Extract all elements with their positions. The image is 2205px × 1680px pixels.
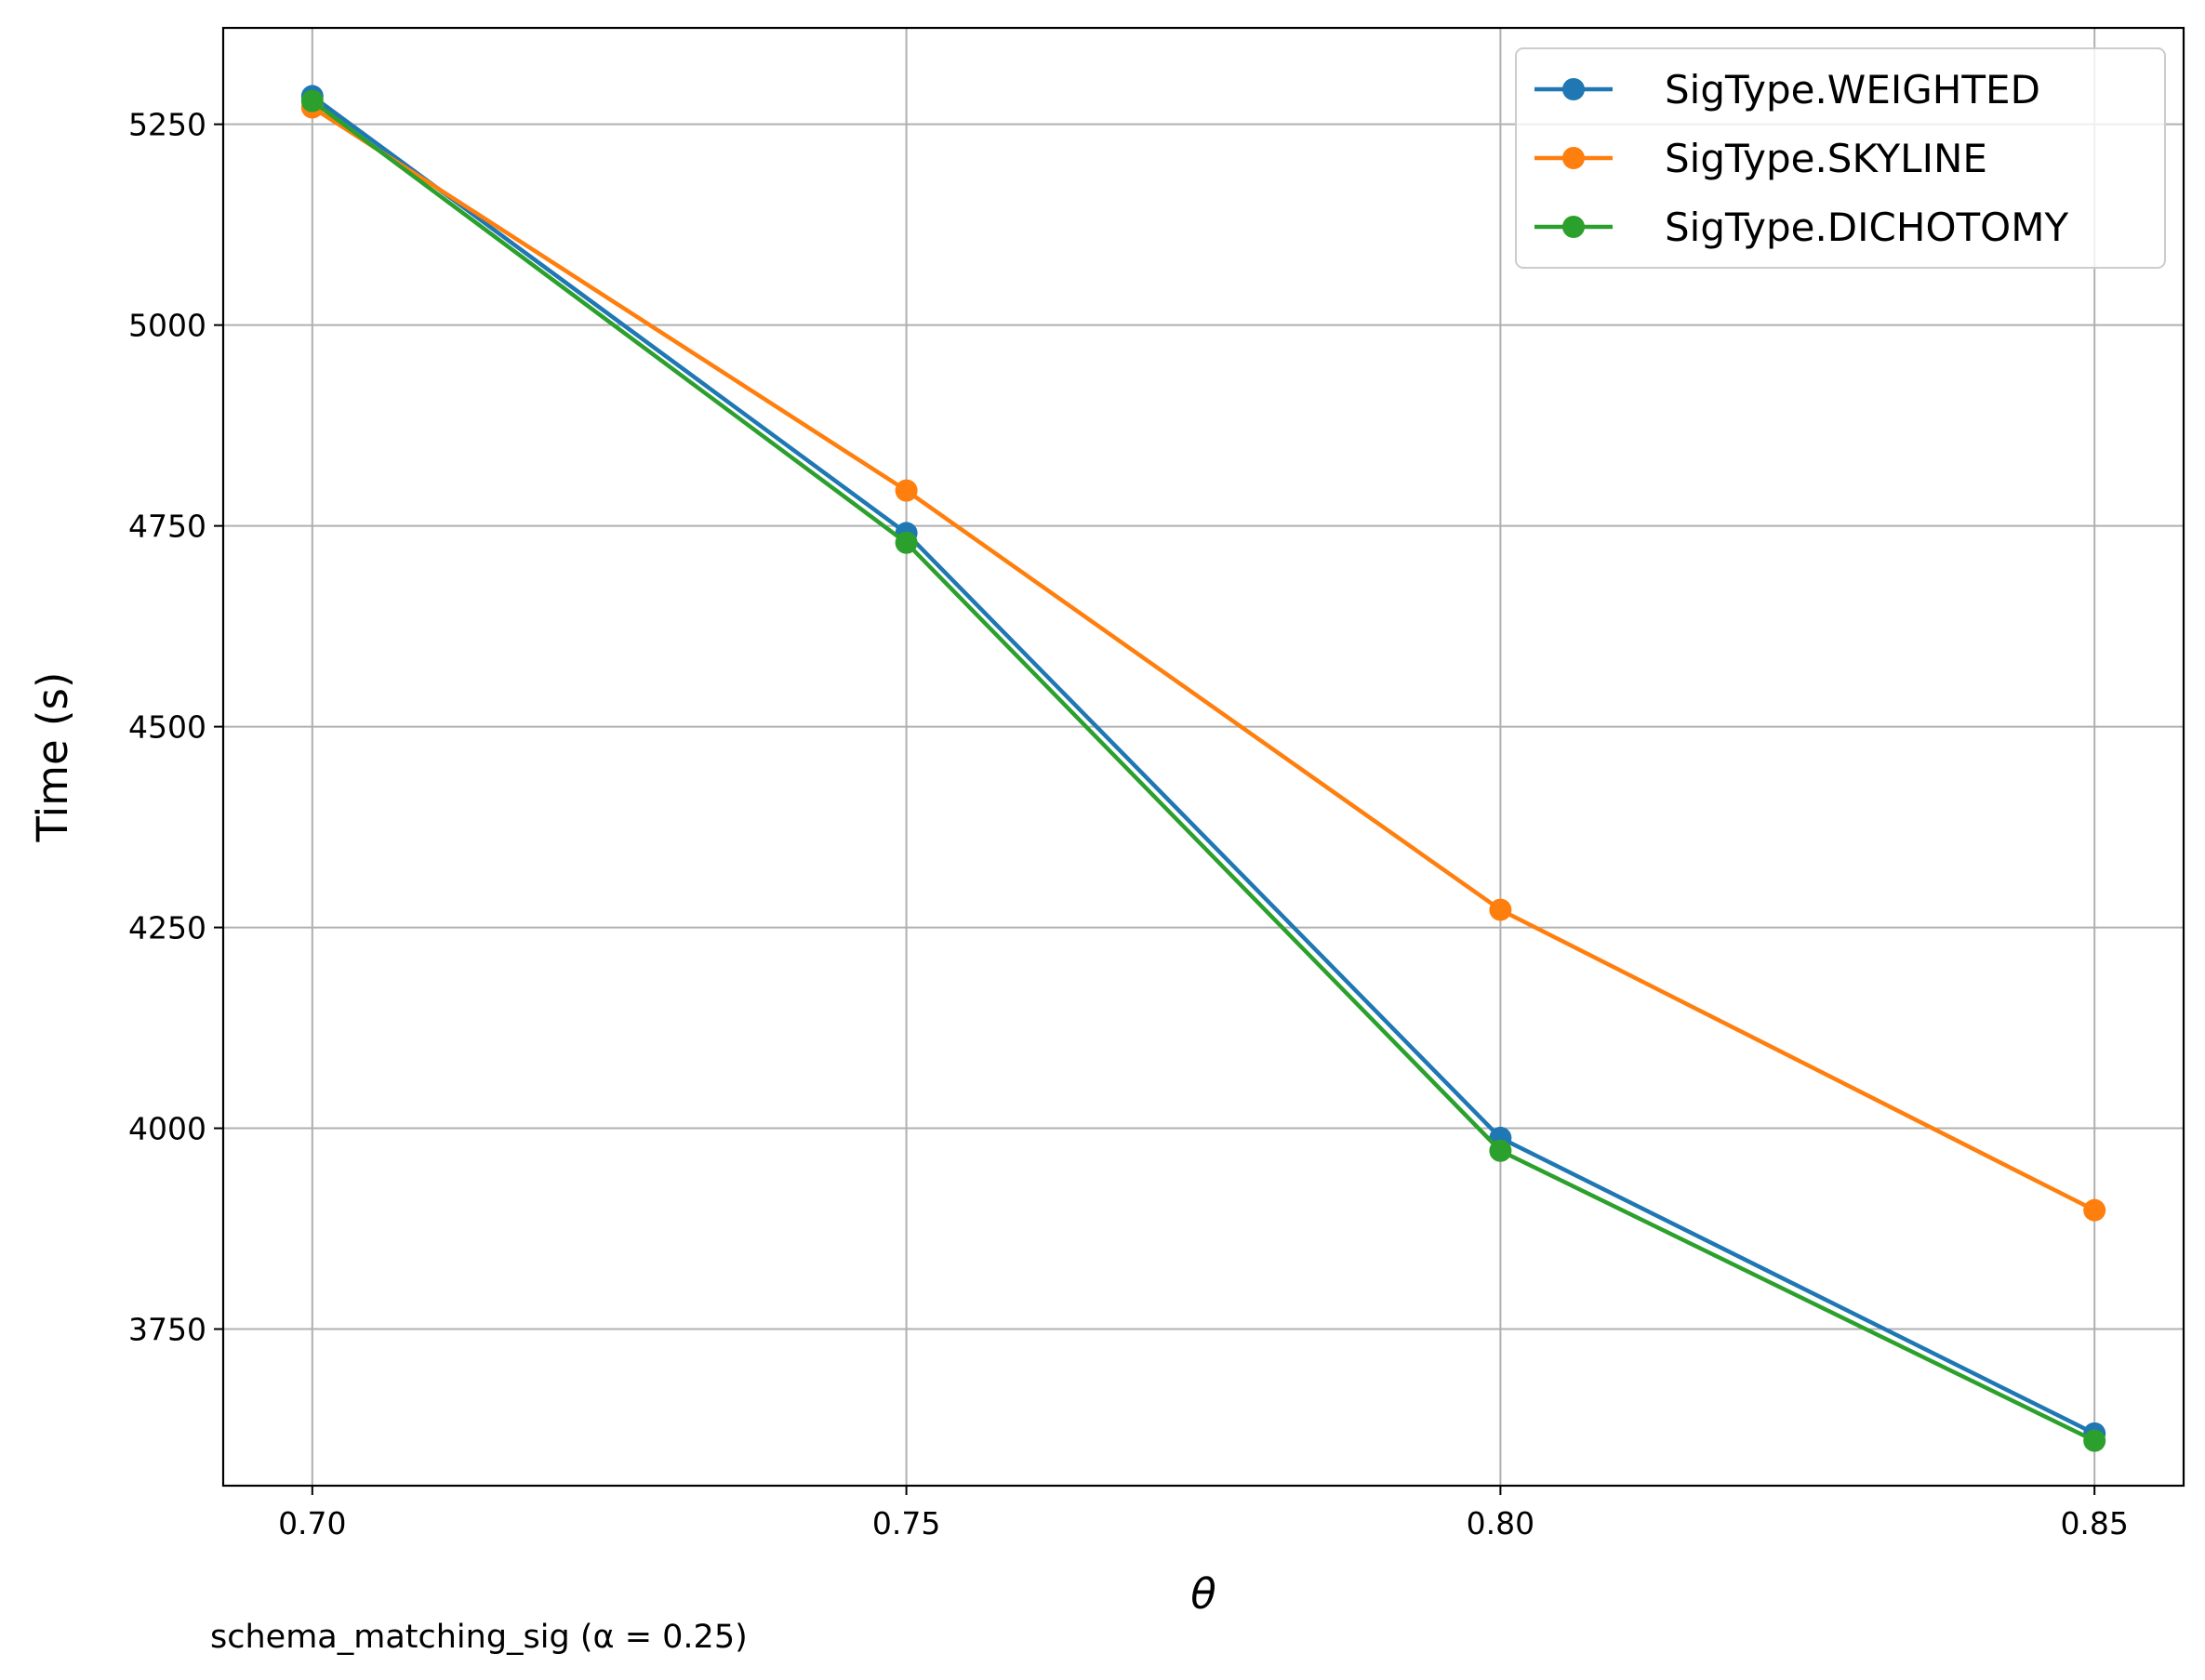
legend-marker (1562, 147, 1585, 169)
legend-box (1515, 47, 2166, 269)
data-point (300, 89, 324, 112)
series-line (311, 99, 2096, 1443)
plot-area (221, 26, 2185, 1488)
data-point (895, 479, 918, 502)
x-tick-label: 0.70 (278, 1505, 346, 1541)
series-line (311, 94, 2096, 1435)
y-tick-label: 5000 (128, 308, 206, 344)
chart-caption: schema_matching_sig (α = 0.25) (210, 1619, 748, 1656)
y-tick-label: 4250 (128, 910, 206, 946)
legend-label: SigType.WEIGHTED (1665, 67, 2040, 112)
series-sigtype-weighted (300, 85, 2106, 1445)
y-tick-label: 4000 (128, 1111, 206, 1147)
series-line (311, 105, 2096, 1212)
data-point (2083, 1198, 2106, 1222)
y-tick-label: 3750 (128, 1312, 206, 1348)
legend-item: SigType.DICHOTOMY (1534, 205, 2068, 250)
legend-marker (1562, 78, 1585, 100)
legend-label: SigType.DICHOTOMY (1665, 205, 2068, 250)
series-sigtype-skyline (300, 96, 2106, 1222)
data-point (2083, 1429, 2106, 1452)
legend: SigType.WEIGHTED SigType.SKYLINE SigType.D… (1515, 47, 2166, 269)
data-point (1489, 1139, 1512, 1162)
axis-ticks: 0.70 0.75 0.80 0.85 3750 4000 4250 4500 4750 5000… (128, 107, 2129, 1541)
grid (223, 28, 2184, 1486)
series-sigtype-dichotomy (300, 89, 2106, 1452)
legend-item: SigType.WEIGHTED (1534, 67, 2040, 112)
legend-item: SigType.SKYLINE (1534, 136, 1987, 181)
y-tick-label: 4750 (128, 509, 206, 545)
x-tick-label: 0.75 (872, 1505, 940, 1541)
legend-label: SigType.SKYLINE (1665, 136, 1987, 181)
y-axis-label: Time (s) (28, 672, 77, 843)
series-lines (300, 85, 2106, 1452)
x-tick-label: 0.85 (2060, 1505, 2128, 1541)
x-axis-label: θ (1190, 1569, 1216, 1619)
data-point (895, 531, 918, 554)
y-tick-label: 5250 (128, 107, 206, 143)
y-tick-label: 4500 (128, 709, 206, 746)
legend-marker (1562, 216, 1585, 238)
x-tick-label: 0.80 (1467, 1505, 1534, 1541)
data-point (1489, 898, 1512, 921)
